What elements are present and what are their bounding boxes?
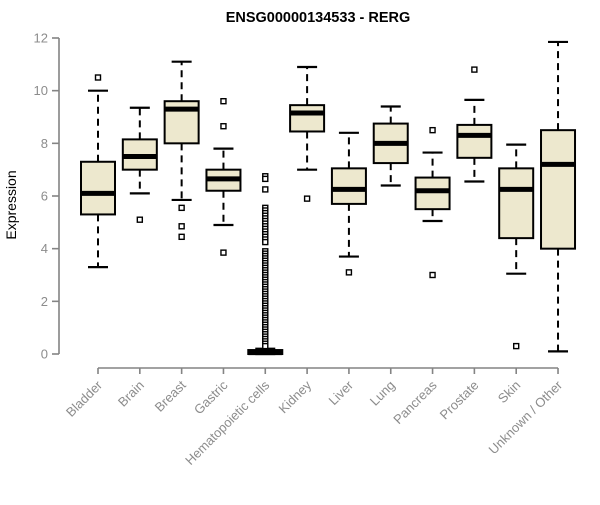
box-prostate [456, 66, 493, 183]
iqr-box [330, 167, 367, 205]
outlier-point [429, 126, 436, 134]
y-axis-label: Expression [3, 170, 19, 239]
y-tick-label: 6 [41, 189, 48, 204]
outlier-point [178, 223, 185, 230]
iqr-box [498, 167, 535, 240]
outlier-point [220, 249, 227, 256]
x-category-label: Kidney [276, 377, 315, 416]
box-unknown-other [540, 40, 577, 353]
chart-title: ENSG00000134533 - RERG [226, 10, 411, 26]
iqr-box [414, 176, 451, 211]
outlier-point [303, 195, 311, 202]
outlier-point [178, 233, 185, 241]
box-liver [330, 131, 367, 276]
outlier-point [429, 271, 436, 279]
outlier-point [136, 216, 144, 223]
x-category-label: Gastric [191, 377, 231, 417]
x-category-label: Skin [495, 378, 523, 406]
outlier-point [471, 66, 478, 73]
x-category-label: Liver [326, 377, 357, 408]
iqr-box [80, 160, 116, 216]
box-kidney [289, 65, 326, 202]
box-gastric [205, 97, 242, 256]
outlier-point [94, 74, 102, 81]
x-category-label: Pancreas [390, 377, 440, 427]
box-skin [498, 143, 535, 350]
x-category-label: Lung [367, 378, 398, 409]
y-tick-label: 8 [41, 136, 48, 151]
box-hematopoietic-cells [247, 173, 284, 356]
box-bladder [80, 74, 116, 269]
iqr-box [540, 129, 577, 250]
x-category-label: Brain [115, 378, 147, 410]
outlier-point [262, 186, 269, 193]
box-lung [372, 105, 409, 187]
outlier-point [513, 342, 520, 350]
outlier-point [178, 204, 185, 212]
y-tick-label: 2 [41, 294, 48, 309]
outlier-point [262, 342, 269, 350]
y-tick-label: 4 [41, 241, 48, 256]
outlier-point [262, 238, 269, 246]
y-tick-label: 12 [34, 31, 48, 46]
outlier-point [220, 123, 227, 130]
box-pancreas [414, 126, 451, 279]
outlier-point [345, 269, 353, 276]
outlier-point [262, 175, 269, 183]
box-breast [163, 60, 200, 241]
x-category-label: Bladder [63, 377, 106, 420]
iqr-box [289, 104, 326, 133]
y-tick-label: 0 [41, 347, 48, 362]
box-brain [121, 106, 158, 223]
x-category-label: Prostate [437, 378, 482, 423]
y-axis: 0 2 4 6 8 10 12 [34, 31, 60, 362]
x-category-label: Unknown / Other [486, 377, 566, 457]
y-tick-label: 10 [34, 83, 48, 98]
iqr-box [456, 123, 493, 159]
outlier-point [220, 97, 227, 105]
x-category-label: Breast [152, 377, 189, 414]
